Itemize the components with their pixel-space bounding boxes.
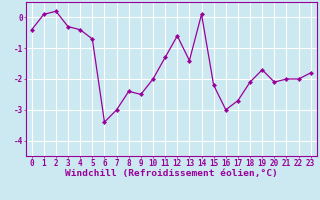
X-axis label: Windchill (Refroidissement éolien,°C): Windchill (Refroidissement éolien,°C)	[65, 169, 277, 178]
